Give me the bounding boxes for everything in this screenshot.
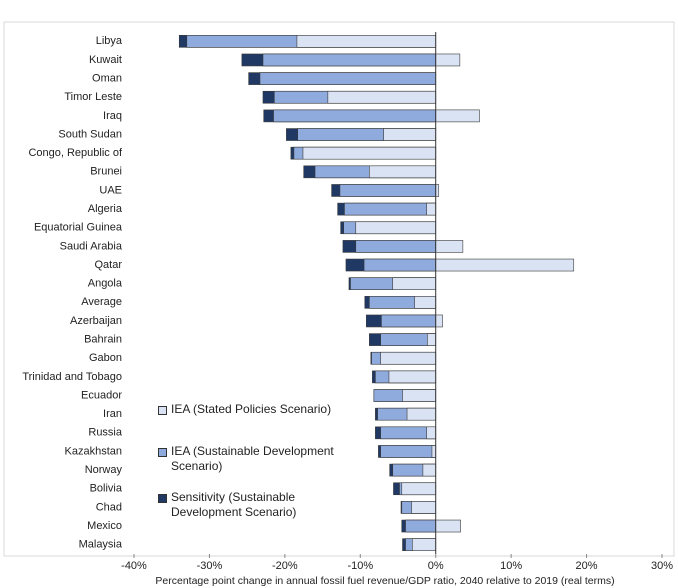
legend-item: IEA (Sustainable Development Scenario) — [158, 444, 368, 474]
y-tick-label: UAE — [99, 184, 122, 196]
x-tick-label: -20% — [272, 560, 298, 572]
legend-swatch — [158, 494, 167, 503]
y-tick-label: Saudi Arabia — [60, 240, 123, 252]
bar — [405, 519, 437, 533]
bar — [380, 445, 437, 458]
bar — [401, 482, 437, 496]
y-tick-label: Kuwait — [89, 54, 122, 66]
y-tick-label: Brunei — [90, 166, 122, 178]
y-tick-label: Average — [81, 296, 122, 308]
legend-item: IEA (Stated Policies Scenario) — [158, 402, 368, 417]
y-tick-label: Russia — [88, 427, 123, 439]
y-tick-label: Norway — [85, 464, 123, 476]
y-tick-label: Trinidad and Tobago — [22, 371, 122, 383]
bar — [435, 314, 443, 328]
x-tick-label: -30% — [197, 560, 223, 572]
bar — [259, 72, 437, 85]
bar — [273, 109, 437, 123]
bar — [369, 165, 437, 179]
bar — [363, 258, 437, 272]
y-tick-label: Iraq — [103, 110, 122, 122]
bar — [435, 53, 461, 67]
bar — [344, 202, 437, 216]
bar — [435, 519, 461, 533]
bar — [435, 109, 480, 123]
bar — [327, 90, 437, 104]
bar — [431, 445, 437, 458]
legend-label: Sensitivity (Sustainable Development Sce… — [171, 490, 297, 519]
bar — [412, 538, 437, 551]
y-tick-label: Libya — [96, 35, 123, 47]
y-tick-label: Bolivia — [90, 483, 123, 495]
x-tick-label: 30% — [651, 560, 673, 572]
bar — [383, 128, 437, 141]
y-tick-label: Angola — [88, 278, 123, 290]
legend-item: Sensitivity (Sustainable Development Sce… — [158, 490, 368, 520]
legend-label: IEA (Stated Policies Scenario) — [171, 402, 332, 416]
y-tick-label: Bahrain — [84, 334, 122, 346]
bar — [435, 258, 575, 272]
y-tick-label: South Sudan — [58, 128, 122, 140]
legend-swatch — [158, 448, 167, 457]
bar — [355, 221, 437, 235]
y-tick-label: Chad — [96, 501, 122, 513]
bar — [414, 296, 437, 309]
legend-swatch — [158, 406, 167, 415]
y-tick-label: Equatorial Guinea — [34, 222, 123, 234]
bar — [380, 351, 437, 365]
bar — [392, 277, 437, 290]
y-tick-label: Mexico — [87, 520, 122, 532]
y-tick-label: Kazakhstan — [65, 445, 122, 457]
y-tick-label: Oman — [92, 73, 122, 85]
bar — [388, 370, 437, 384]
y-tick-label: Ecuador — [81, 389, 122, 401]
x-tick-label: 10% — [500, 560, 522, 572]
y-tick-label: Malaysia — [79, 539, 123, 551]
bar — [355, 240, 437, 253]
x-tick-label: -10% — [347, 560, 373, 572]
bar — [435, 240, 464, 253]
bar — [426, 426, 437, 440]
y-tick-label: Azerbaijan — [70, 315, 122, 327]
x-tick-label: -40% — [121, 560, 147, 572]
bar — [411, 501, 437, 514]
bar — [339, 184, 437, 197]
y-tick-label: Iran — [103, 408, 122, 420]
bar — [262, 53, 437, 67]
bar — [406, 407, 437, 421]
y-tick-label: Congo, Republic of — [28, 147, 123, 159]
bar — [302, 146, 437, 160]
x-tick-label: 0% — [428, 560, 444, 572]
bar — [426, 202, 437, 216]
plot-frame — [3, 21, 675, 557]
legend-label: IEA (Sustainable Development Scenario) — [171, 444, 334, 473]
y-tick-label: Timor Leste — [64, 91, 122, 103]
bar — [422, 463, 437, 477]
y-tick-label: Algeria — [88, 203, 123, 215]
y-tick-label: Qatar — [94, 259, 122, 271]
bar — [381, 314, 437, 328]
bar — [296, 35, 437, 48]
bar — [427, 333, 437, 346]
bar — [402, 389, 437, 402]
y-tick-label: Gabon — [89, 352, 122, 364]
x-axis-label: Percentage point change in annual fossil… — [155, 575, 614, 587]
x-tick-label: 20% — [576, 560, 598, 572]
